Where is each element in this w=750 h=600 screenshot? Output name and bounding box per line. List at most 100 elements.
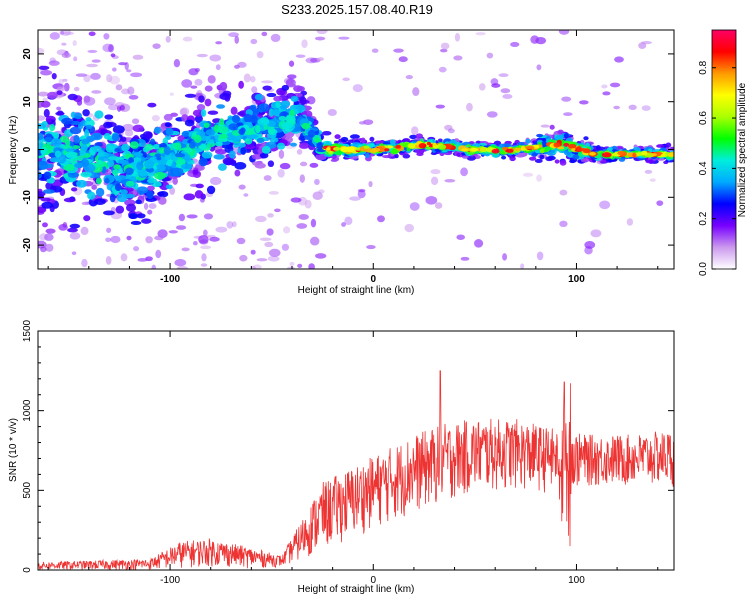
spectrogram-cell	[261, 145, 271, 154]
colorbar-tick-label: 0.2	[698, 211, 709, 225]
spectrogram-cell	[660, 153, 668, 158]
spectrogram-cell	[283, 226, 291, 234]
spectrogram-cell	[667, 152, 674, 158]
spectrogram-cell	[174, 153, 186, 158]
spectrogram-cell	[409, 202, 420, 211]
spectrogram-cell	[277, 168, 285, 178]
spectrogram-cell	[238, 128, 245, 135]
spectrogram-cell	[133, 246, 140, 252]
spectrogram-cell	[283, 77, 295, 85]
spectrogram-cell	[108, 44, 115, 53]
spectrogram-cell	[268, 248, 281, 257]
spectrogram-cell	[443, 143, 453, 150]
spectrogram-cell	[144, 160, 155, 169]
spectrogram-cell	[644, 169, 653, 174]
spectrogram-cell	[175, 225, 187, 230]
spectrogram-cell	[321, 130, 332, 136]
spectrogram-cell	[278, 149, 285, 159]
colorbar-ticks: 0.0 0.2 0.4 0.6 0.8	[698, 60, 736, 276]
spectrogram-cell	[426, 141, 431, 146]
spectrogram-cell	[198, 234, 209, 244]
spectrogram-cell	[103, 33, 110, 40]
spectrogram-cell	[41, 201, 53, 209]
spectrogram-cell	[656, 200, 664, 206]
spectrogram-cell	[40, 246, 47, 253]
spectrogram-cell	[90, 72, 101, 80]
spectrogram-cell	[563, 133, 569, 138]
spectrogram-cell	[95, 187, 105, 197]
spectrogram-cell	[80, 144, 88, 152]
spectrogram-cell	[69, 126, 82, 135]
spectrogram-cell	[338, 36, 350, 40]
colorbar-tick-label: 0.0	[698, 262, 709, 276]
spectrogram-cell	[285, 115, 296, 124]
spectrogram-cell	[309, 162, 319, 168]
spectrogram-cell	[405, 75, 413, 80]
spectrogram-cell	[73, 86, 80, 92]
spectrogram-cell	[256, 137, 265, 144]
spectrogram-cell	[154, 235, 164, 241]
spectrogram-cell	[110, 235, 121, 244]
spectrogram-cell	[609, 82, 621, 88]
spectrogram-cell	[500, 88, 511, 94]
spectrogram-cell	[215, 41, 223, 45]
spectrogram-cell	[557, 129, 564, 135]
spectrogram-cell	[437, 138, 443, 142]
spectrogram-cell	[549, 149, 556, 154]
spectrogram-cell	[263, 175, 272, 181]
spectrogram-cell	[266, 228, 274, 236]
spectrogram-cell	[190, 85, 198, 89]
spectrogram-cell	[556, 146, 565, 150]
spectrogram-cell	[48, 60, 60, 66]
spectrogram-cell	[312, 191, 323, 200]
spectrogram-cell	[665, 142, 672, 148]
spectrogram-cell	[540, 124, 550, 128]
spectrogram-cell	[53, 132, 60, 140]
spectrogram-cell	[165, 184, 173, 190]
spectrogram-cell	[136, 213, 146, 219]
spectrogram-cell	[341, 222, 346, 227]
spectrogram-cell	[217, 163, 227, 171]
spectrogram-cell	[541, 138, 547, 143]
spectrogram-cell	[121, 143, 130, 152]
spectrogram-cell	[327, 108, 337, 116]
spectrogram-cell	[69, 232, 81, 240]
spectrogram-cell	[363, 145, 370, 149]
spectrogram-cell	[234, 169, 241, 177]
spectrogram-cell	[314, 178, 320, 186]
colorbar: 0.0 0.2 0.4 0.6 0.8 Normalized spectral ampl…	[698, 29, 748, 276]
spectrogram-cell	[103, 210, 115, 216]
spectrogram-cell	[326, 147, 331, 151]
spectrogram-cell	[310, 218, 317, 228]
colorbar-tick-label: 0.4	[698, 161, 709, 175]
spectrogram-cell	[358, 121, 366, 125]
spectrogram-cell	[640, 150, 648, 156]
spectrogram-cell	[234, 35, 240, 44]
spectrogram-cell	[539, 154, 545, 160]
spectrogram-cell	[87, 191, 96, 200]
spectrogram-cell	[158, 164, 165, 171]
spectrogram-cell	[219, 133, 228, 139]
spectrogram-cell	[81, 201, 90, 206]
y-tick-label: 1000	[22, 399, 33, 422]
spectrogram-cell	[549, 124, 555, 130]
spectrogram-cell	[75, 73, 88, 77]
spectrogram-cell	[153, 126, 162, 134]
spectrogram-cell	[456, 234, 465, 240]
spectrogram-cell	[559, 159, 567, 166]
spectrogram-cell	[146, 190, 154, 200]
spectrogram-cell	[128, 94, 139, 100]
spectrogram-cell	[461, 155, 469, 159]
spectrogram-cell	[127, 86, 135, 95]
spectrogram-cell	[251, 265, 256, 269]
spectrogram-cell	[279, 104, 288, 110]
spectrogram-cell	[304, 199, 312, 209]
spectrogram-cell	[51, 138, 62, 147]
spectrogram-cell	[276, 142, 286, 150]
spectrogram-cell	[314, 137, 322, 143]
spectrogram-cell	[38, 240, 47, 249]
spectrogram-cell	[539, 148, 545, 154]
spectrogram-cell	[173, 58, 181, 68]
spectrogram-cell	[105, 145, 115, 153]
